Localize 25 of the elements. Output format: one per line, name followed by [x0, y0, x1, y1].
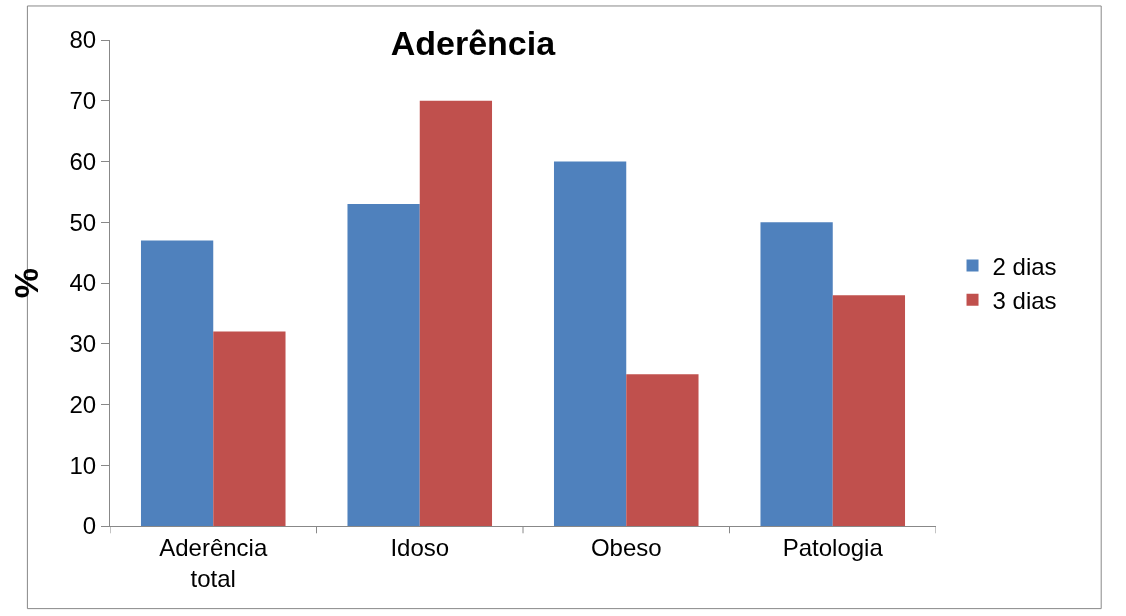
bar [347, 204, 420, 526]
bar [419, 100, 493, 526]
bar [760, 222, 833, 526]
y-axis-title: % [7, 267, 46, 299]
bar [832, 295, 906, 526]
y-tick-label: 0 [82, 512, 97, 540]
y-tick-label: 60 [69, 147, 97, 175]
x-tick-label: Patologia [782, 533, 884, 561]
y-tick-label: 30 [69, 330, 97, 358]
y-tick-label: 40 [69, 269, 97, 297]
x-tick-label: Obeso [590, 533, 662, 561]
x-tick-label: Idoso [390, 533, 450, 561]
y-tick-label: 10 [69, 451, 97, 479]
legend-label: 3 dias [992, 287, 1057, 315]
bar [140, 240, 214, 526]
y-tick-label: 70 [69, 87, 97, 115]
bar [213, 331, 286, 526]
x-tick-label: Aderência total [159, 533, 268, 592]
y-tick-label: 20 [69, 390, 97, 418]
y-tick-label: 80 [69, 26, 97, 54]
legend-label: 2 dias [992, 252, 1057, 280]
chart-title: Aderência [390, 23, 557, 62]
bar [553, 161, 627, 526]
bar [626, 374, 699, 526]
y-tick-label: 50 [69, 208, 97, 236]
